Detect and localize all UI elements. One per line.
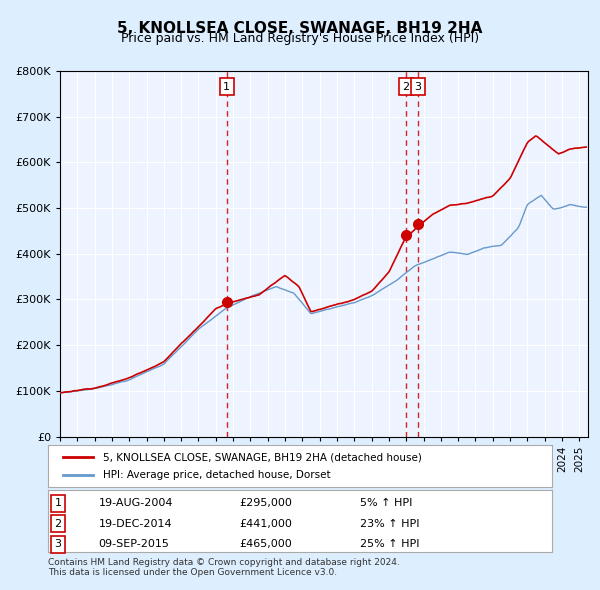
Text: 2: 2 <box>402 82 409 92</box>
Text: HPI: Average price, detached house, Dorset: HPI: Average price, detached house, Dors… <box>103 470 331 480</box>
Text: £465,000: £465,000 <box>239 539 292 549</box>
Text: 25% ↑ HPI: 25% ↑ HPI <box>361 539 420 549</box>
Text: 5, KNOLLSEA CLOSE, SWANAGE, BH19 2HA (detached house): 5, KNOLLSEA CLOSE, SWANAGE, BH19 2HA (de… <box>103 452 422 462</box>
Text: 2: 2 <box>55 519 62 529</box>
Text: This data is licensed under the Open Government Licence v3.0.: This data is licensed under the Open Gov… <box>48 568 337 576</box>
Text: £441,000: £441,000 <box>239 519 292 529</box>
Text: 19-AUG-2004: 19-AUG-2004 <box>98 499 173 509</box>
Text: 3: 3 <box>55 539 62 549</box>
Text: £295,000: £295,000 <box>239 499 292 509</box>
Text: 1: 1 <box>55 499 62 509</box>
Text: 5% ↑ HPI: 5% ↑ HPI <box>361 499 413 509</box>
Text: 19-DEC-2014: 19-DEC-2014 <box>98 519 172 529</box>
Text: 3: 3 <box>415 82 422 92</box>
Text: 23% ↑ HPI: 23% ↑ HPI <box>361 519 420 529</box>
Text: 5, KNOLLSEA CLOSE, SWANAGE, BH19 2HA: 5, KNOLLSEA CLOSE, SWANAGE, BH19 2HA <box>118 21 482 35</box>
Text: Contains HM Land Registry data © Crown copyright and database right 2024.: Contains HM Land Registry data © Crown c… <box>48 558 400 566</box>
Text: 1: 1 <box>223 82 230 92</box>
Text: Price paid vs. HM Land Registry's House Price Index (HPI): Price paid vs. HM Land Registry's House … <box>121 32 479 45</box>
Text: 09-SEP-2015: 09-SEP-2015 <box>98 539 169 549</box>
